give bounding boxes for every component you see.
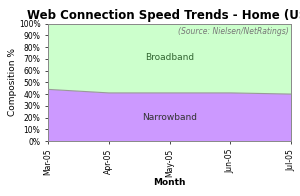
Text: Broadband: Broadband [145, 53, 194, 62]
Text: Narrowband: Narrowband [142, 113, 197, 122]
Title: Web Connection Speed Trends - Home (US): Web Connection Speed Trends - Home (US) [27, 9, 300, 22]
Y-axis label: Composition %: Composition % [8, 48, 17, 116]
Text: (Source: Nielsen/NetRatings): (Source: Nielsen/NetRatings) [178, 27, 289, 36]
X-axis label: Month: Month [153, 178, 186, 187]
